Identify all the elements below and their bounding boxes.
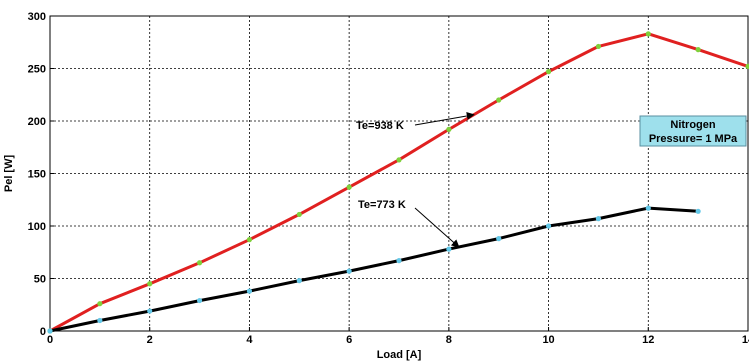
data-point-series-1 (346, 184, 352, 190)
data-point-series-2 (47, 328, 53, 334)
data-point-series-2 (246, 288, 253, 294)
y-axis-label: Pel [W] (3, 155, 15, 193)
annotation-arrow-938 (414, 111, 475, 126)
annotation-938: Te=938 K (356, 111, 475, 132)
data-point-series-1 (446, 126, 452, 132)
data-point-series-2 (97, 317, 103, 324)
data-point-series-1 (97, 301, 103, 307)
data-point-series-1 (745, 63, 749, 69)
annotation-label-938: Te=938 K (356, 120, 404, 132)
x-tick-label: 10 (542, 334, 554, 346)
x-axis-label: Load [A] (377, 349, 422, 361)
data-point-series-1 (296, 211, 302, 218)
data-point-series-2 (496, 236, 502, 242)
y-tick-label: 250 (28, 64, 46, 76)
annotation-arrow-773 (414, 207, 460, 248)
data-point-series-2 (196, 297, 203, 304)
x-tick-label: 4 (246, 334, 253, 346)
data-point-series-2 (296, 278, 302, 284)
series-markers (47, 31, 749, 334)
x-tick-label: 8 (446, 334, 452, 346)
data-point-series-1 (196, 260, 203, 266)
data-point-series-2 (147, 308, 153, 314)
y-tick-label: 50 (34, 274, 46, 286)
data-point-series-1 (695, 47, 701, 53)
y-tick-label: 150 (28, 169, 46, 181)
annotation-label-773: Te=773 K (358, 199, 406, 211)
series-line-1 (49, 32, 749, 333)
data-point-series-1 (645, 31, 651, 37)
x-tick-label: 12 (642, 334, 654, 346)
series-lines (49, 32, 749, 333)
info-box (639, 115, 747, 147)
grid (50, 16, 748, 331)
x-tick-label: 14 (742, 334, 749, 346)
data-point-series-1 (396, 157, 402, 163)
data-point-series-1 (496, 97, 502, 103)
axis-ticks: 0 2 4 6 8 10 12 14 0 50 100 150 200 250 300 (28, 11, 749, 346)
y-tick-label: 100 (28, 221, 46, 233)
data-point-series-2 (446, 246, 452, 252)
x-tick-label: 6 (346, 334, 352, 346)
data-point-series-2 (645, 205, 651, 211)
info-box-line-2: Pressure= 1 MPa (649, 133, 738, 145)
data-point-series-1 (246, 237, 253, 243)
data-point-series-1 (595, 43, 602, 50)
data-point-series-2 (695, 208, 701, 214)
y-tick-label: 300 (28, 11, 46, 23)
annotation-773: Te=773 K (358, 199, 460, 248)
data-point-series-2 (346, 268, 352, 274)
x-tick-label: 0 (47, 334, 53, 346)
series-line-2 (49, 206, 699, 333)
x-tick-label: 2 (147, 334, 153, 346)
data-point-series-1 (545, 69, 552, 75)
data-point-series-1 (147, 281, 153, 287)
legend-box: Nitrogen Pressure= 1 MPa (639, 115, 747, 147)
y-tick-label: 0 (40, 326, 46, 338)
data-point-series-2 (595, 216, 602, 222)
data-point-series-2 (396, 258, 402, 264)
data-point-series-2 (545, 223, 552, 229)
y-tick-label: 200 (28, 116, 46, 128)
info-box-line-1: Nitrogen (670, 119, 716, 131)
